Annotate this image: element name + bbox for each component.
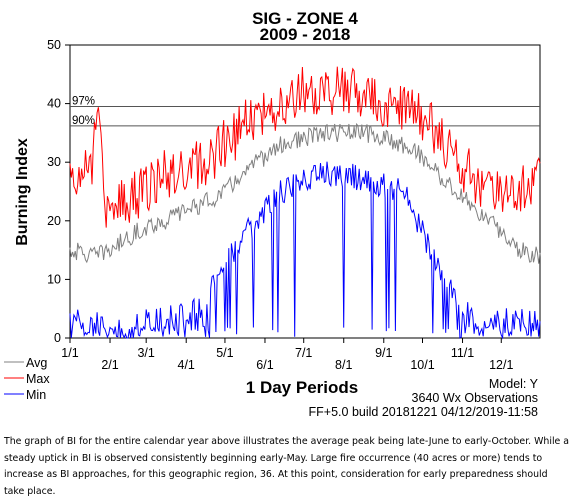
chart-title: SIG - ZONE 4 bbox=[252, 9, 358, 28]
burning-index-chart: SIG - ZONE 4 2009 - 2018 Burning Index 9… bbox=[4, 9, 541, 419]
plot-frame bbox=[69, 44, 541, 339]
x-tick-label: 7/1 bbox=[295, 346, 312, 360]
x-tick-label: 4/1 bbox=[178, 358, 195, 372]
x-tick-label: 10/1 bbox=[410, 358, 434, 372]
legend: Avg Max Min bbox=[4, 356, 50, 402]
series-line-min bbox=[69, 161, 541, 340]
x-tick-label: 5/1 bbox=[216, 346, 233, 360]
legend-label-max: Max bbox=[26, 372, 50, 386]
percentile-label-1: 90% bbox=[72, 115, 95, 127]
x-axis-label: 1 Day Periods bbox=[246, 378, 358, 397]
chart-subtitle: 2009 - 2018 bbox=[260, 25, 351, 44]
y-tick-label: 30 bbox=[47, 155, 61, 169]
x-tick-label: 3/1 bbox=[137, 346, 154, 360]
x-tick-label: 12/1 bbox=[489, 358, 513, 372]
plot-area: 97% 90% 0 10 20 30 40 50 1/1 2/1 3/1 4/1 5/1 6/1 7/1… bbox=[47, 38, 541, 372]
y-tick-label: 50 bbox=[47, 38, 61, 52]
x-tick-label: 11/1 bbox=[451, 346, 474, 360]
build-label: FF+5.0 build 20181221 04/12/2019-11:58 bbox=[309, 405, 539, 419]
x-tick-label: 8/1 bbox=[335, 358, 352, 372]
legend-label-min: Min bbox=[26, 388, 46, 402]
x-tick-label: 6/1 bbox=[256, 358, 273, 372]
model-label: Model: Y bbox=[489, 377, 539, 391]
x-tick-label: 9/1 bbox=[375, 346, 392, 360]
y-tick-label: 20 bbox=[47, 214, 61, 228]
legend-label-avg: Avg bbox=[26, 356, 47, 370]
x-tick-label: 2/1 bbox=[101, 358, 118, 372]
y-tick-label: 10 bbox=[47, 272, 61, 286]
y-tick-label: 0 bbox=[54, 331, 61, 345]
observations-label: 3640 Wx Observations bbox=[412, 391, 538, 405]
series-line-avg bbox=[69, 122, 541, 264]
y-tick-label: 40 bbox=[47, 97, 61, 111]
chart-caption: The graph of BI for the entire calendar … bbox=[4, 436, 570, 497]
x-tick-label: 1/1 bbox=[61, 346, 78, 360]
y-axis-label: Burning Index bbox=[14, 138, 31, 246]
percentile-label-0: 97% bbox=[72, 96, 95, 108]
series-line-max bbox=[69, 66, 541, 228]
